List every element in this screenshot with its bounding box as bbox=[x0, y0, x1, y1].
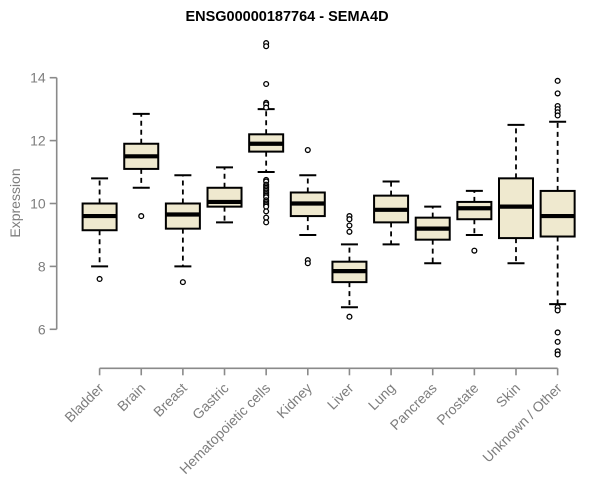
box-hematopoietic-cells bbox=[248, 40, 285, 226]
outlier-point bbox=[554, 77, 561, 84]
outlier-point bbox=[304, 146, 311, 154]
x-tick-label: Unknown / Other bbox=[479, 380, 565, 466]
x-tick-label: Breast bbox=[150, 380, 190, 420]
outlier-point bbox=[263, 104, 270, 111]
iqr-box bbox=[456, 200, 493, 221]
box-bladder bbox=[81, 177, 118, 283]
y-axis-title: Expression bbox=[7, 168, 23, 237]
x-tick-label: Kidney bbox=[273, 380, 315, 422]
outlier-point bbox=[554, 329, 561, 336]
outlier-point bbox=[179, 279, 186, 286]
outlier-point bbox=[263, 80, 270, 88]
y-tick-label: 6 bbox=[38, 321, 46, 337]
boxplot-series bbox=[81, 40, 576, 358]
outlier-point bbox=[554, 307, 561, 314]
box-breast bbox=[164, 174, 201, 286]
outlier-point bbox=[96, 275, 103, 283]
outlier-point bbox=[263, 208, 270, 215]
x-tick-label: Bladder bbox=[61, 380, 107, 426]
x-tick-label: Lung bbox=[365, 380, 398, 413]
outlier-point bbox=[346, 228, 353, 235]
y-tick-label: 10 bbox=[30, 196, 46, 212]
y-tick-label: 14 bbox=[30, 70, 46, 86]
outlier-point bbox=[554, 112, 561, 119]
y-tick-label: 8 bbox=[38, 258, 46, 274]
box-unknown-other bbox=[539, 77, 576, 358]
outlier-point bbox=[263, 43, 270, 50]
x-tick-label: Prostate bbox=[433, 380, 481, 428]
chart-title: ENSG00000187764 - SEMA4D bbox=[185, 9, 388, 25]
box-prostate bbox=[456, 189, 493, 254]
y-tick-label: 12 bbox=[30, 133, 46, 149]
box-kidney bbox=[289, 146, 326, 267]
outlier-point bbox=[554, 338, 561, 345]
outlier-point bbox=[471, 247, 478, 254]
x-tick-label: Liver bbox=[324, 380, 357, 413]
outlier-point bbox=[346, 216, 353, 223]
outlier-point bbox=[263, 219, 270, 226]
box-skin bbox=[498, 123, 534, 265]
box-liver bbox=[331, 213, 368, 320]
box-pancreas bbox=[414, 205, 451, 265]
x-tick-label: Brain bbox=[114, 380, 148, 414]
iqr-box bbox=[539, 189, 576, 238]
outlier-point bbox=[554, 90, 561, 97]
x-tick-label: Skin bbox=[493, 380, 524, 411]
outlier-point bbox=[346, 222, 353, 229]
box-brain bbox=[123, 112, 160, 220]
outlier-point bbox=[304, 260, 311, 267]
box-gastric bbox=[206, 166, 243, 224]
outlier-point bbox=[554, 351, 561, 358]
outlier-point bbox=[346, 313, 353, 320]
box-lung bbox=[373, 180, 410, 246]
outlier-point bbox=[138, 213, 145, 220]
